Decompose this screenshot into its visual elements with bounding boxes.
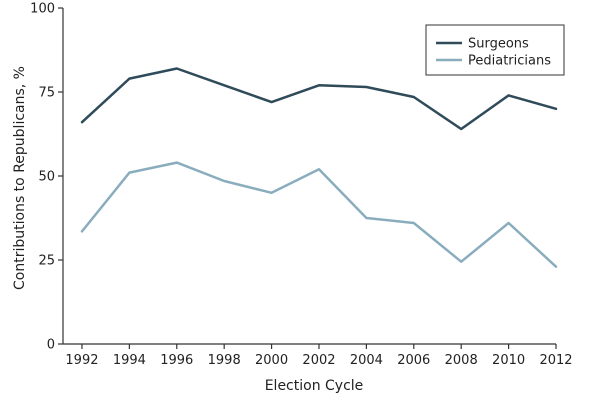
x-tick-label: 2004	[350, 353, 383, 368]
tick-labels: 0 25 50 75 100 1992 1994 1996 1998 2000 2002 2004 20…	[30, 2, 572, 369]
series-line-surgeons	[80, 67, 558, 131]
x-tick-label: 1996	[160, 353, 193, 368]
y-tick-label: 0	[47, 338, 55, 353]
series-line-pediatricians	[80, 161, 558, 268]
x-tick-label: 2000	[255, 353, 288, 368]
y-tick-label: 50	[38, 170, 55, 185]
legend-label-surgeons: Surgeons	[468, 37, 529, 52]
x-tick-label: 2010	[492, 353, 525, 368]
legend-label-pediatricians: Pediatricians	[468, 54, 551, 69]
y-tick-label: 25	[38, 254, 55, 269]
legend-box	[425, 24, 565, 76]
y-axis-label: Contributions to Republicans, %	[12, 66, 28, 290]
x-tick-label: 2008	[445, 353, 478, 368]
x-tick-label: 1998	[208, 353, 241, 368]
x-axis-label: Election Cycle	[265, 378, 364, 394]
series-lines	[80, 67, 558, 268]
axes	[58, 7, 557, 349]
x-tick-label: 1992	[65, 353, 98, 368]
y-tick-label: 75	[38, 86, 55, 101]
x-tick-label: 1994	[113, 353, 146, 368]
y-tick-label: 100	[30, 2, 55, 17]
x-tick-label: 2002	[302, 353, 335, 368]
x-tick-label: 2006	[397, 353, 430, 368]
legend: Surgeons Pediatricians	[425, 24, 565, 76]
x-tick-label: 2012	[539, 353, 572, 368]
